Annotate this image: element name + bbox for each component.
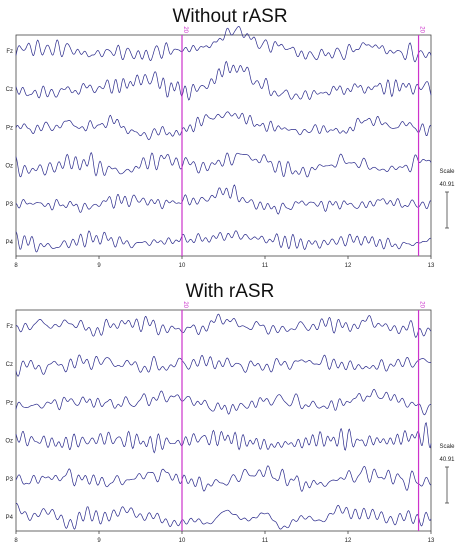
x-tick-label: 10 <box>179 263 186 269</box>
plot-frame <box>15 34 432 257</box>
event-marker-label: 20 <box>182 301 188 308</box>
x-tick-label: 9 <box>97 263 101 269</box>
x-tick-label: 11 <box>262 538 269 544</box>
x-tick-label: 11 <box>262 263 269 269</box>
eeg-trace-p4 <box>15 230 432 253</box>
eeg-trace-p3 <box>15 465 432 492</box>
x-tick-label: 12 <box>345 263 352 269</box>
event-marker-label: 20 <box>419 26 425 33</box>
channel-label-cz: Cz <box>6 87 13 93</box>
channel-label-pz: Pz <box>6 125 13 131</box>
eeg-trace-pz <box>15 111 432 141</box>
eeg-chart-without-rasr: 8 9 10 11 12 13 Fz Cz Pz Oz P3 P4 20 20 Scale 40.91 <box>5 26 455 269</box>
channel-label-p3: P3 <box>6 202 14 208</box>
x-tick-label: 12 <box>345 538 352 544</box>
chart-title: Without rASR <box>172 6 288 27</box>
x-tick-label: 9 <box>97 538 101 544</box>
eeg-trace-oz <box>15 151 432 178</box>
eeg-trace-fz <box>15 26 432 63</box>
panel-with-rasr: With rASR 8 9 10 11 12 13 Fz Cz Pz Oz P3 P4 20 20 Scal… <box>0 275 460 550</box>
channel-label-p4: P4 <box>6 515 14 521</box>
channel-label-pz: Pz <box>6 400 13 406</box>
x-tick-label: 10 <box>179 538 186 544</box>
eeg-trace-pz <box>15 388 432 416</box>
scale-value: 40.91 <box>439 182 455 188</box>
plot-frame <box>15 309 432 532</box>
event-marker-label: 20 <box>419 301 425 308</box>
channel-label-fz: Fz <box>6 324 13 330</box>
eeg-trace-p4 <box>15 503 432 530</box>
event-marker-label: 20 <box>182 26 188 33</box>
x-tick-label: 8 <box>14 263 18 269</box>
channel-label-p4: P4 <box>6 240 14 246</box>
eeg-trace-oz <box>15 422 432 454</box>
channel-label-cz: Cz <box>6 362 13 368</box>
scale-value: 40.91 <box>439 457 455 463</box>
chart-title: With rASR <box>185 281 275 302</box>
x-tick-label: 13 <box>428 538 435 544</box>
x-tick-label: 8 <box>14 538 18 544</box>
channel-label-oz: Oz <box>5 439 13 445</box>
eeg-trace-cz <box>15 60 432 101</box>
x-tick-label: 13 <box>428 263 435 269</box>
panel-without-rasr: Without rASR 8 9 10 11 12 13 Fz Cz Pz Oz P3 P4 20 20 S… <box>5 6 455 269</box>
eeg-trace-p3 <box>15 184 432 215</box>
scale-label: Scale <box>439 444 455 450</box>
eeg-trace-cz <box>15 354 432 377</box>
channel-label-oz: Oz <box>5 164 13 170</box>
channel-label-fz: Fz <box>6 49 13 55</box>
eeg-trace-fz <box>15 313 432 338</box>
scale-label: Scale <box>439 169 455 175</box>
eeg-chart-with-rasr: 8 9 10 11 12 13 Fz Cz Pz Oz P3 P4 20 20 Scale 40.91 <box>5 301 455 544</box>
channel-label-p3: P3 <box>6 477 14 483</box>
